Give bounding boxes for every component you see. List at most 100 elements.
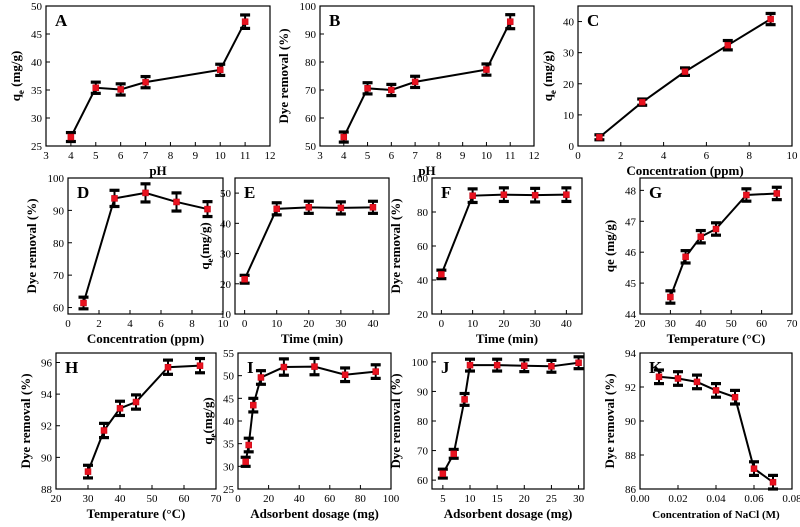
data-point — [241, 275, 248, 283]
x-tick-label: 70 — [211, 493, 223, 505]
y-tick-label: 30 — [563, 48, 575, 60]
y-tick-label: 100 — [48, 173, 65, 185]
y-tick-label: 70 — [305, 85, 317, 97]
x-tick-label: 30 — [335, 318, 347, 330]
data-point — [563, 191, 570, 198]
x-tick-label: 3 — [43, 150, 49, 162]
data-point — [655, 373, 663, 381]
x-tick-label: 40 — [695, 318, 707, 330]
y-axis-label: Dye removal (%) — [602, 373, 617, 468]
x-tick-label: 9 — [193, 150, 199, 162]
y-tick-label: 80 — [53, 238, 65, 250]
series-line — [87, 364, 201, 472]
x-tick-label: 50 — [147, 493, 159, 505]
y-tick-label: 88 — [625, 450, 637, 462]
y-tick-label: 92 — [625, 382, 636, 394]
data-point — [142, 78, 149, 86]
panel-label: A — [55, 11, 68, 30]
data-point — [311, 363, 318, 370]
plot-frame — [319, 5, 535, 147]
x-axis-label: Time (min) — [476, 331, 538, 346]
y-tick-label: 47 — [625, 216, 637, 228]
data-point — [245, 441, 252, 449]
series-line — [82, 191, 208, 304]
x-tick-label: 0.02 — [668, 493, 687, 505]
x-tick-label: 6 — [704, 150, 710, 162]
y-tick-label: 40 — [563, 17, 575, 29]
x-tick-label: 60 — [324, 493, 336, 505]
y-tick-label: 30 — [223, 461, 235, 473]
plot-frame — [639, 177, 793, 315]
y-tick-label: 60 — [417, 241, 429, 253]
series-line — [244, 365, 376, 462]
x-axis-label: Adsorbent dosage (mg) — [444, 506, 573, 521]
data-point — [638, 98, 646, 106]
x-tick-label: 4 — [661, 150, 667, 162]
data-point — [500, 191, 508, 198]
panel-i: 0 20 40 60 80 100 25 30 35 40 45 50 55 Adsorbent dosa… — [200, 348, 400, 521]
y-tick-label: 94 — [41, 389, 53, 401]
y-tick-label: 45 — [31, 29, 43, 41]
x-tick-label: 20 — [498, 318, 510, 330]
x-tick-label: 10 — [465, 493, 477, 505]
x-tick-label: 7 — [412, 150, 418, 162]
y-tick-label: 10 — [220, 309, 232, 321]
x-tick-label: 4 — [127, 318, 133, 330]
x-tick-label: 40 — [561, 318, 573, 330]
data-point — [506, 18, 514, 25]
plot-frame — [577, 5, 793, 147]
y-axis-label-main: q — [8, 93, 23, 101]
panel-j: 5 10 15 20 25 30 60 70 80 90 100 Adsorbent dosage (… — [388, 352, 585, 521]
data-point — [483, 66, 490, 73]
y-tick-label: 46 — [625, 247, 637, 259]
data-point — [493, 361, 501, 369]
x-axis-label: Temperature (°C) — [667, 331, 766, 346]
x-tick-label: 0.00 — [630, 493, 650, 505]
x-tick-label: 8 — [189, 318, 195, 330]
y-tick-label: 20 — [417, 309, 429, 321]
x-tick-label: 10 — [271, 318, 283, 330]
data-point — [681, 68, 689, 75]
data-point — [750, 465, 758, 472]
y-tick-label: 45 — [223, 393, 235, 405]
y-axis-label-unit: (mg/g) — [540, 51, 555, 90]
y-axis-label-main: q — [540, 93, 555, 101]
y-axis-label: qe(mg/g) — [200, 397, 218, 444]
x-tick-label: 4 — [341, 150, 347, 162]
x-tick-label: 40 — [294, 493, 306, 505]
x-tick-label: 0.04 — [706, 493, 726, 505]
data-point — [164, 363, 172, 371]
panel-label: J — [441, 358, 450, 377]
x-tick-label: 2 — [96, 318, 102, 330]
x-axis-label: pH — [418, 163, 435, 178]
x-tick-label: 15 — [492, 493, 504, 505]
data-point — [724, 41, 732, 49]
data-point — [712, 225, 720, 233]
plot-frame — [55, 352, 217, 490]
x-tick-label: 12 — [529, 150, 540, 162]
data-point — [241, 18, 249, 25]
panel-label: E — [244, 183, 255, 202]
panel-b: 3 4 5 6 7 8 9 10 11 12 50 60 70 80 90 100 pH Dye removal … — [276, 1, 540, 178]
y-tick-label: 30 — [220, 249, 232, 261]
x-tick-label: 30 — [573, 493, 585, 505]
y-tick-label: 10 — [563, 110, 575, 122]
y-tick-label: 100 — [300, 1, 317, 13]
x-tick-label: 100 — [383, 493, 400, 505]
x-tick-label: 20 — [519, 493, 531, 505]
y-axis-label: qe (mg/g) — [540, 51, 558, 102]
y-tick-label: 55 — [223, 348, 235, 360]
y-tick-label: 40 — [417, 275, 429, 287]
data-point — [773, 190, 781, 197]
x-tick-label: 20 — [303, 318, 315, 330]
y-axis-label-unit: (mg/g) — [200, 397, 215, 433]
y-tick-label: 35 — [31, 85, 43, 97]
panel-f: 0 10 20 30 40 20 40 60 80 100 Time (min) Dye remova… — [388, 173, 583, 346]
data-point — [132, 398, 140, 406]
x-tick-label: 60 — [756, 318, 768, 330]
data-point — [596, 134, 603, 141]
x-tick-label: 20 — [263, 493, 275, 505]
data-point — [305, 204, 313, 211]
x-tick-label: 6 — [118, 150, 124, 162]
